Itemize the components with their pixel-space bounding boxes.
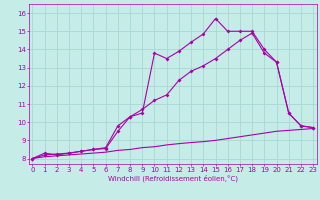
X-axis label: Windchill (Refroidissement éolien,°C): Windchill (Refroidissement éolien,°C) xyxy=(108,174,238,182)
